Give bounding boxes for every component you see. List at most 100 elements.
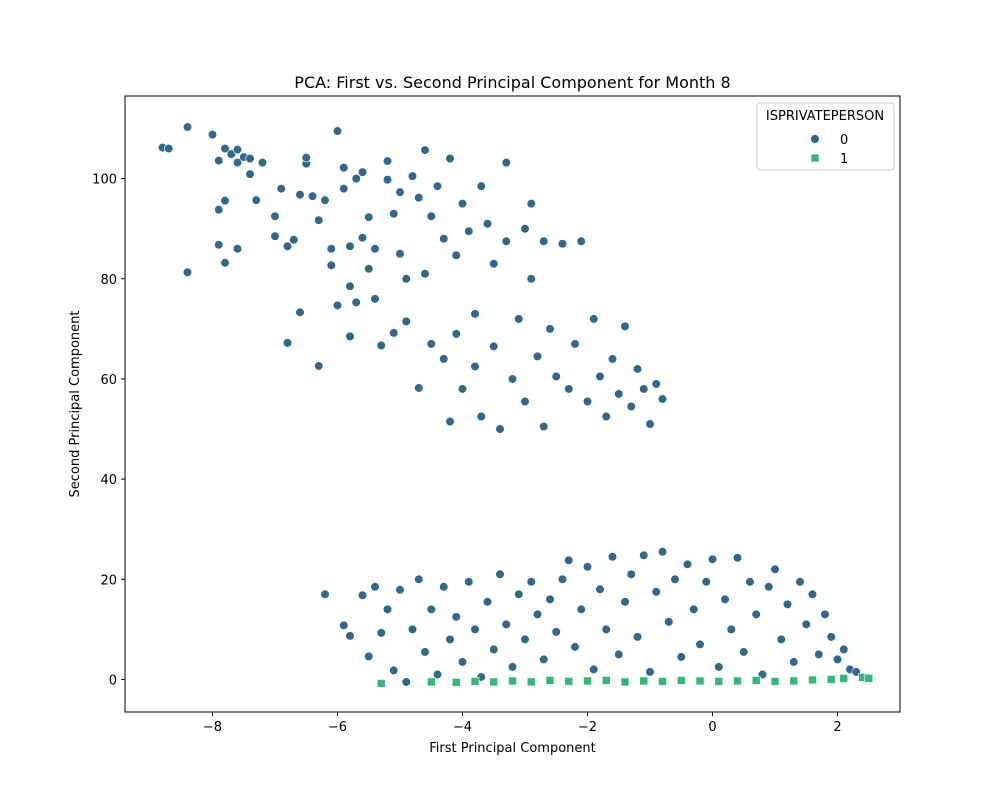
data-point-series-0 <box>295 307 305 317</box>
data-point-series-0 <box>407 171 418 181</box>
data-point-series-0 <box>270 211 280 221</box>
data-point-series-0 <box>214 205 224 215</box>
data-point-series-0 <box>345 631 355 641</box>
data-point-series-0 <box>182 122 193 132</box>
data-point-series-1 <box>545 676 555 685</box>
data-point-series-0 <box>651 587 661 597</box>
data-point-series-0 <box>214 240 224 250</box>
data-point-series-0 <box>514 589 524 599</box>
y-tick-label: 0 <box>109 673 117 688</box>
points-layer <box>157 122 874 688</box>
data-point-series-0 <box>364 212 374 222</box>
data-point-series-0 <box>232 158 243 168</box>
data-point-series-0 <box>639 384 649 394</box>
data-point-series-0 <box>339 620 349 630</box>
data-point-series-0 <box>420 145 430 155</box>
data-point-series-0 <box>414 574 424 584</box>
data-point-series-0 <box>207 129 218 140</box>
data-point-series-0 <box>595 584 605 594</box>
data-point-series-0 <box>745 577 755 587</box>
data-point-series-0 <box>551 627 561 637</box>
data-point-series-0 <box>389 328 399 338</box>
data-point-series-0 <box>382 604 393 614</box>
data-point-series-0 <box>832 654 843 665</box>
data-point-series-0 <box>326 244 336 254</box>
data-point-series-0 <box>357 167 368 177</box>
data-point-series-1 <box>639 676 649 686</box>
data-point-series-0 <box>470 624 480 634</box>
y-tick-label: 40 <box>100 473 117 488</box>
data-point-series-0 <box>545 594 555 604</box>
data-point-series-0 <box>445 154 455 164</box>
data-point-series-0 <box>507 374 518 384</box>
data-point-series-0 <box>801 619 811 629</box>
data-point-series-0 <box>551 371 561 382</box>
data-point-series-0 <box>839 644 849 654</box>
data-point-series-0 <box>570 339 580 349</box>
data-point-series-0 <box>645 419 655 429</box>
data-point-series-0 <box>601 624 611 634</box>
data-point-series-0 <box>401 274 411 284</box>
x-tick-label: −2 <box>578 720 597 735</box>
data-point-series-0 <box>595 371 605 382</box>
data-point-series-0 <box>289 235 299 245</box>
data-point-series-0 <box>332 300 343 310</box>
data-point-series-0 <box>414 193 424 203</box>
data-point-series-0 <box>632 632 643 642</box>
data-point-series-0 <box>382 156 393 166</box>
y-axis-label: Second Principal Component <box>68 311 83 498</box>
data-point-series-0 <box>614 389 624 399</box>
data-point-series-0 <box>520 224 530 234</box>
data-point-series-0 <box>376 340 386 351</box>
data-point-series-0 <box>345 331 355 341</box>
data-point-series-0 <box>589 314 599 324</box>
data-point-series-0 <box>332 126 343 136</box>
data-point-series-1 <box>564 677 574 686</box>
data-point-series-0 <box>320 589 330 599</box>
data-point-series-0 <box>607 552 618 562</box>
data-point-series-0 <box>495 424 505 434</box>
data-point-series-0 <box>776 634 786 644</box>
data-point-series-0 <box>339 163 349 173</box>
data-point-series-0 <box>439 582 449 592</box>
data-point-series-0 <box>220 196 230 206</box>
data-point-series-0 <box>489 644 499 654</box>
data-point-series-0 <box>420 647 430 657</box>
data-point-series-0 <box>432 181 443 191</box>
data-point-series-0 <box>701 577 711 587</box>
y-tick-label: 100 <box>92 173 117 188</box>
data-point-series-0 <box>751 609 761 619</box>
data-point-series-0 <box>395 585 405 595</box>
data-point-series-0 <box>782 599 793 609</box>
x-axis: −8 −6 −4 −2 0 2 <box>203 712 842 735</box>
data-point-series-0 <box>657 547 668 557</box>
data-point-series-0 <box>739 647 749 657</box>
data-point-series-0 <box>470 309 480 319</box>
data-point-series-0 <box>664 617 674 627</box>
data-point-series-0 <box>526 199 536 209</box>
data-point-series-1 <box>695 676 705 686</box>
data-point-series-0 <box>345 241 355 251</box>
data-point-series-0 <box>545 324 555 334</box>
data-point-series-0 <box>345 281 355 291</box>
data-point-series-0 <box>576 236 586 246</box>
y-tick-label: 20 <box>100 573 117 588</box>
data-point-series-0 <box>489 259 499 269</box>
data-point-series-0 <box>607 354 618 364</box>
data-point-series-0 <box>426 339 436 349</box>
data-point-series-0 <box>807 589 818 599</box>
data-point-series-0 <box>657 394 668 404</box>
data-point-series-1 <box>620 677 630 687</box>
data-point-series-0 <box>520 634 530 644</box>
data-point-series-0 <box>614 649 624 660</box>
data-point-series-0 <box>582 562 593 572</box>
data-point-series-0 <box>557 239 568 249</box>
data-point-series-0 <box>401 316 411 326</box>
data-point-series-0 <box>726 624 736 634</box>
data-point-series-0 <box>432 669 443 680</box>
data-point-series-0 <box>470 361 480 372</box>
data-point-series-0 <box>564 555 574 565</box>
data-point-series-0 <box>439 234 449 244</box>
data-point-series-1 <box>426 677 436 687</box>
data-point-series-0 <box>482 597 493 607</box>
